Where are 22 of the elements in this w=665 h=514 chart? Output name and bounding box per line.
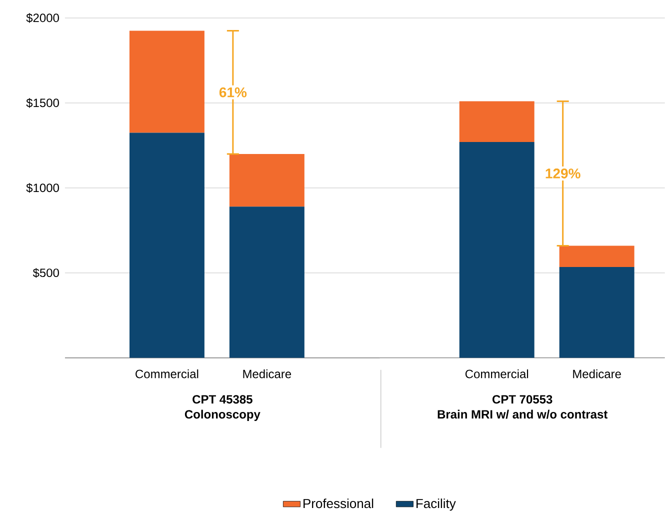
x-axis-title: CPT 70553 Brain MRI w/ and w/o contrast (438, 395, 608, 419)
annotation: 129% (546, 168, 580, 179)
y-tick-label: $500 (32, 268, 59, 278)
y-tick-label: $2000 (26, 13, 59, 24)
x-tick-label: Medicare (243, 370, 292, 378)
annotation: 61% (219, 88, 247, 98)
bar (129, 132, 204, 358)
legend-label: Professional (304, 498, 374, 508)
bar (459, 102, 534, 142)
y-tick-label: $1000 (26, 183, 59, 194)
bar (229, 206, 304, 358)
bar (129, 30, 204, 133)
x-tick-label: Medicare (573, 370, 621, 378)
y-tick-label: $1500 (26, 98, 59, 108)
x-tick-label: Commercial (465, 370, 528, 378)
bar (559, 267, 634, 358)
x-tick-label: Commercial (136, 370, 198, 378)
x-axis-title: CPT 45385 Colonoscopy (184, 395, 260, 422)
bar (459, 142, 534, 358)
legend-label: Facility (416, 498, 456, 511)
bar (559, 246, 634, 268)
bar (229, 154, 304, 207)
